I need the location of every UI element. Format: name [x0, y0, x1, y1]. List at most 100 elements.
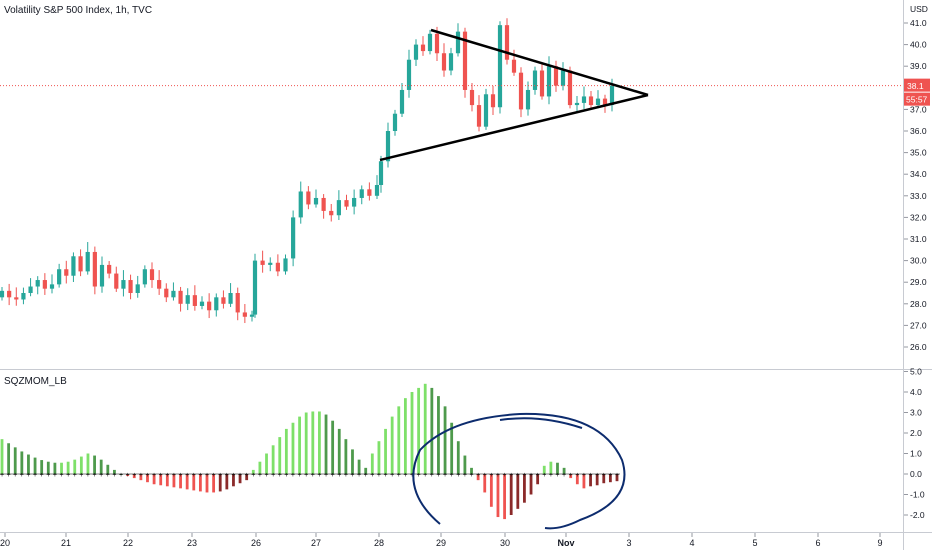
momentum-bar	[291, 422, 295, 474]
squeeze-dot: +	[231, 472, 235, 479]
candle-body	[64, 269, 69, 276]
momentum-bar	[284, 428, 288, 474]
countdown-bg	[904, 92, 930, 106]
candle-body	[85, 251, 90, 272]
candle-body	[78, 256, 83, 272]
squeeze-dot: +	[218, 472, 222, 479]
squeeze-dot: +	[238, 472, 242, 479]
triangle-upper-line	[430, 28, 649, 97]
momentum-bar	[417, 387, 421, 474]
momentum-tick-label: 3.0	[910, 408, 922, 418]
momentum-bar	[20, 451, 24, 474]
momentum-bar	[46, 461, 50, 474]
candle-body	[378, 161, 384, 185]
momentum-bar	[483, 474, 487, 493]
momentum-bar	[113, 469, 116, 474]
candle-body	[609, 85, 615, 106]
squeeze-dot: +	[417, 472, 421, 479]
squeeze-dot: +	[516, 472, 520, 479]
candle-body	[135, 284, 140, 293]
momentum-bar	[456, 441, 460, 474]
squeeze-dot: +	[59, 472, 63, 479]
momentum-bar	[542, 465, 546, 474]
candle-body	[92, 251, 97, 287]
squeeze-dot: +	[456, 472, 460, 479]
candle-body	[455, 31, 461, 54]
candle-body	[192, 295, 197, 306]
squeeze-dot: +	[99, 472, 103, 479]
candle-body	[306, 191, 311, 205]
squeeze-dot: +	[542, 472, 546, 479]
squeeze-dot: +	[575, 472, 579, 479]
squeeze-dot: +	[390, 472, 394, 479]
squeeze-dot: +	[317, 472, 321, 479]
candle-body	[359, 189, 364, 198]
squeeze-dot: +	[337, 472, 341, 479]
squeeze-dot: +	[93, 472, 97, 479]
currency-label: USD	[910, 4, 928, 14]
squeeze-dot: +	[271, 472, 275, 479]
squeeze-dot: +	[436, 472, 440, 479]
momentum-tick-label: 0.0	[910, 469, 922, 479]
momentum-bar	[575, 474, 579, 485]
squeeze-dot: +	[185, 472, 189, 479]
squeeze-dot: +	[192, 472, 196, 479]
momentum-bar	[615, 474, 619, 482]
squeeze-dot: +	[423, 472, 427, 479]
momentum-bar	[258, 461, 262, 474]
squeeze-dot: +	[503, 472, 507, 479]
momentum-bar	[602, 474, 606, 484]
momentum-bar	[73, 459, 77, 474]
price-tick-label: 27.0	[910, 320, 927, 330]
candle-body	[336, 200, 341, 216]
momentum-bar	[516, 474, 520, 509]
squeeze-dot: +	[397, 472, 401, 479]
momentum-bar	[60, 462, 63, 474]
momentum-bar	[509, 474, 513, 515]
momentum-bar	[523, 474, 526, 503]
price-tick-label: 29.0	[910, 277, 927, 287]
price-tick-label: 28.0	[910, 299, 927, 309]
candle-body	[185, 295, 190, 304]
candles	[0, 18, 615, 324]
candle-body	[157, 280, 162, 289]
annotation-circle	[412, 412, 626, 530]
squeeze-dot: +	[284, 472, 288, 479]
candle-body	[21, 293, 26, 300]
candle-body	[121, 280, 126, 289]
time-tick-label: 5	[752, 538, 757, 548]
candle-body	[164, 288, 169, 298]
squeeze-dot: +	[377, 472, 381, 479]
squeeze-dot: +	[298, 472, 302, 479]
momentum-bar	[344, 439, 348, 474]
candle-body	[49, 284, 55, 289]
squeeze-dot: +	[278, 472, 282, 479]
momentum-bar	[159, 474, 163, 486]
candle-body	[588, 96, 594, 106]
squeeze-dot: +	[331, 472, 335, 479]
momentum-tick-label: -1.0	[910, 490, 925, 500]
candle-body	[235, 293, 240, 313]
candle-body	[490, 94, 496, 108]
candle-body	[275, 262, 280, 272]
candle-body	[57, 269, 62, 285]
momentum-bar	[569, 474, 573, 479]
candle-body	[249, 314, 255, 317]
squeeze-dot: +	[73, 472, 77, 479]
squeeze-dot: +	[496, 472, 500, 479]
candle-body	[567, 70, 573, 106]
candle-body	[207, 301, 212, 311]
candle-body	[260, 260, 265, 265]
squeeze-dot: +	[79, 472, 83, 479]
candle-body	[199, 301, 205, 306]
squeeze-dot: +	[304, 472, 308, 479]
squeeze-dot: +	[555, 472, 559, 479]
squeeze-dot: +	[245, 472, 249, 479]
squeeze-dot: +	[489, 472, 493, 479]
candle-body	[560, 70, 566, 86]
candle-body	[214, 297, 219, 311]
candle-body	[171, 290, 176, 298]
momentum-bar	[331, 420, 335, 474]
momentum-bar	[165, 474, 169, 487]
